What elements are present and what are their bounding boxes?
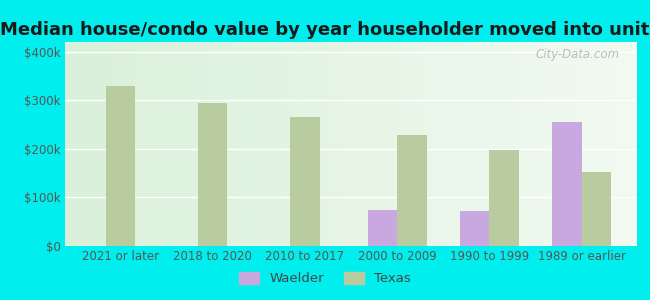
Text: Median house/condo value by year householder moved into unit: Median house/condo value by year househo… bbox=[0, 21, 650, 39]
Bar bbox=[582, 172, 611, 246]
Bar bbox=[489, 150, 519, 246]
Bar bbox=[368, 210, 397, 246]
Bar bbox=[460, 211, 489, 246]
Bar bbox=[397, 135, 426, 246]
Text: City-Data.com: City-Data.com bbox=[536, 48, 620, 61]
Bar bbox=[105, 86, 135, 246]
Bar bbox=[290, 117, 320, 246]
Bar bbox=[552, 122, 582, 246]
Legend: Waelder, Texas: Waelder, Texas bbox=[234, 266, 416, 290]
Bar bbox=[198, 103, 228, 246]
